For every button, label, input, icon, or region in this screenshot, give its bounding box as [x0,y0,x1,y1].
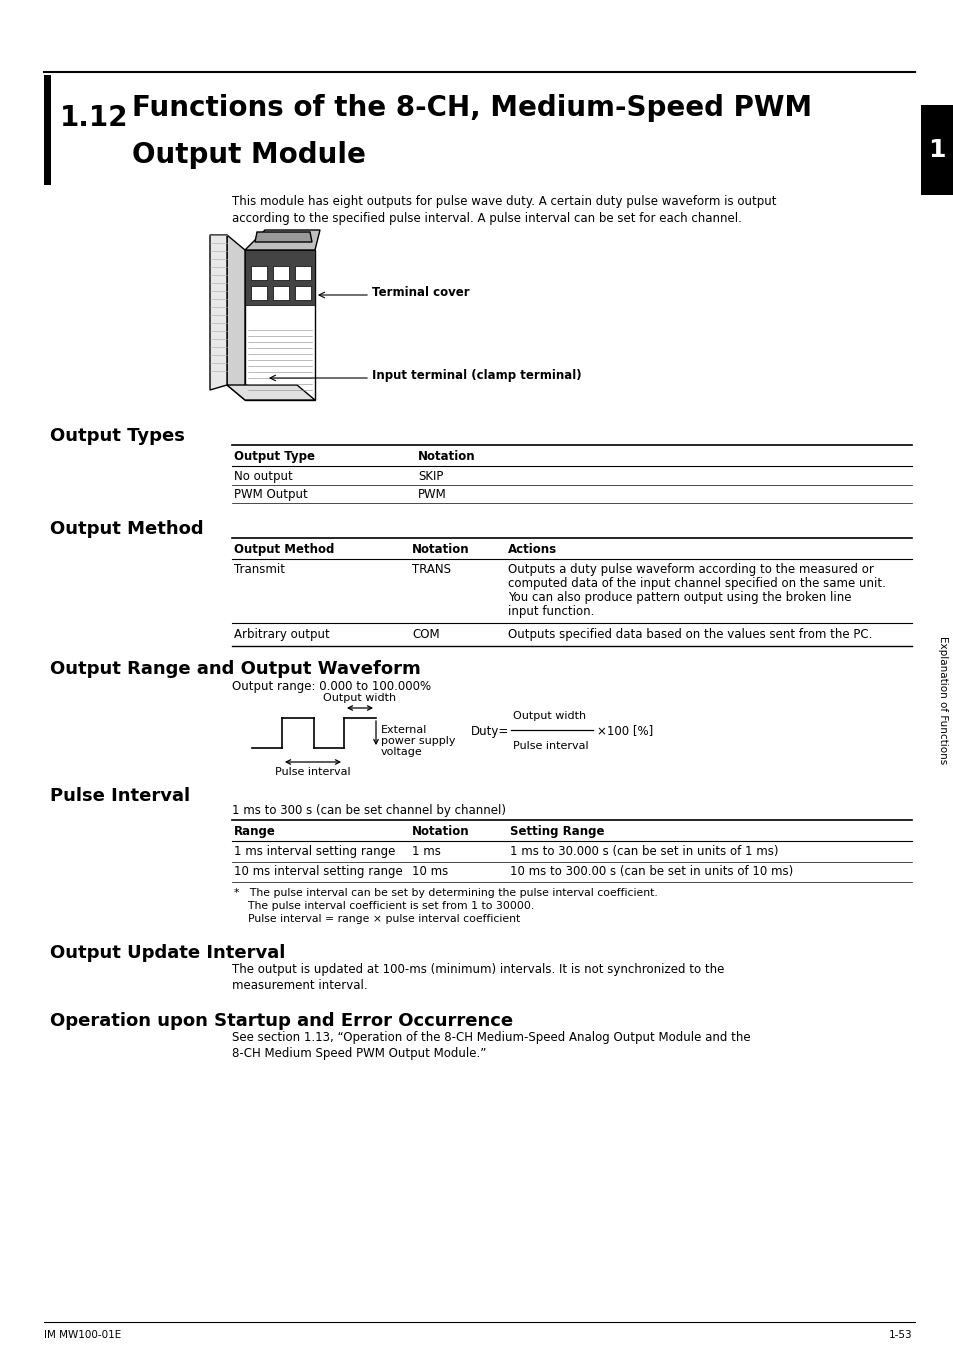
Text: 1 ms to 30.000 s (can be set in units of 1 ms): 1 ms to 30.000 s (can be set in units of… [510,845,778,859]
Polygon shape [227,385,314,400]
Text: voltage: voltage [380,747,422,757]
Text: No output: No output [233,470,293,483]
Text: Output Type: Output Type [233,450,314,463]
Text: Operation upon Startup and Error Occurrence: Operation upon Startup and Error Occurre… [50,1012,513,1030]
Text: Pulse Interval: Pulse Interval [50,787,190,805]
Text: 10 ms: 10 ms [412,865,448,878]
Text: 1 ms to 300 s (can be set channel by channel): 1 ms to 300 s (can be set channel by cha… [232,805,505,817]
Bar [273,266,289,279]
Bar [251,266,267,279]
Text: Notation: Notation [417,450,476,463]
Text: input function.: input function. [507,605,594,618]
Text: Pulse interval: Pulse interval [274,767,351,778]
Text: Duty=: Duty= [471,725,509,737]
Bar [245,250,314,400]
Text: 1 ms interval setting range: 1 ms interval setting range [233,845,395,859]
Bar [273,286,289,300]
Text: Output Types: Output Types [50,427,185,446]
Text: Outputs a duty pulse waveform according to the measured or: Outputs a duty pulse waveform according … [507,563,873,576]
Text: 1.12: 1.12 [60,104,129,132]
Text: 10 ms interval setting range: 10 ms interval setting range [233,865,402,878]
Text: Pulse interval: Pulse interval [513,741,588,751]
Text: COM: COM [412,628,439,641]
Text: External: External [380,725,427,734]
Text: 10 ms to 300.00 s (can be set in units of 10 ms): 10 ms to 300.00 s (can be set in units o… [510,865,792,878]
Text: Input terminal (clamp terminal): Input terminal (clamp terminal) [372,370,581,382]
Text: Arbitrary output: Arbitrary output [233,628,330,641]
Text: Output range: 0.000 to 100.000%: Output range: 0.000 to 100.000% [232,680,431,693]
Text: This module has eight outputs for pulse wave duty. A certain duty pulse waveform: This module has eight outputs for pulse … [232,194,776,208]
Text: PWM Output: PWM Output [233,487,308,501]
Text: Output width: Output width [513,711,585,721]
Text: See section 1.13, “Operation of the 8-CH Medium-Speed Analog Output Module and t: See section 1.13, “Operation of the 8-CH… [232,1031,750,1044]
Text: Transmit: Transmit [233,563,285,576]
Text: 1-53: 1-53 [887,1330,911,1341]
Text: 1: 1 [927,138,944,162]
Text: *   The pulse interval can be set by determining the pulse interval coefficient.: * The pulse interval can be set by deter… [233,888,657,898]
Text: 1 ms: 1 ms [412,845,440,859]
Text: IM MW100-01E: IM MW100-01E [44,1330,121,1341]
Text: Explanation of Functions: Explanation of Functions [937,636,947,764]
Bar [294,266,311,279]
Text: power supply: power supply [380,736,455,747]
Text: TRANS: TRANS [412,563,451,576]
Text: PWM: PWM [417,487,446,501]
Text: Notation: Notation [412,543,469,556]
Text: Range: Range [233,825,275,838]
Bar [920,105,953,194]
Bar [251,286,267,300]
Bar [294,286,311,300]
Polygon shape [245,230,319,250]
Polygon shape [210,235,227,390]
Text: SKIP: SKIP [417,470,443,483]
Text: Outputs specified data based on the values sent from the PC.: Outputs specified data based on the valu… [507,628,871,641]
Text: according to the specified pulse interval. A pulse interval can be set for each : according to the specified pulse interva… [232,212,741,225]
Text: computed data of the input channel specified on the same unit.: computed data of the input channel speci… [507,576,885,590]
Text: Terminal cover: Terminal cover [372,286,469,300]
Text: ×100 [%]: ×100 [%] [597,725,653,737]
Text: measurement interval.: measurement interval. [232,979,367,992]
Text: Output Method: Output Method [233,543,334,556]
Polygon shape [254,232,312,242]
Text: Setting Range: Setting Range [510,825,604,838]
Text: Pulse interval = range × pulse interval coefficient: Pulse interval = range × pulse interval … [233,914,519,923]
Text: Output Module: Output Module [132,140,366,169]
Text: 8-CH Medium Speed PWM Output Module.”: 8-CH Medium Speed PWM Output Module.” [232,1048,486,1060]
Text: You can also produce pattern output using the broken line: You can also produce pattern output usin… [507,591,851,603]
Text: Output width: Output width [323,693,396,703]
Text: Output Range and Output Waveform: Output Range and Output Waveform [50,660,420,678]
Text: Notation: Notation [412,825,469,838]
Text: Output Update Interval: Output Update Interval [50,944,285,963]
Bar [245,250,314,305]
Text: The output is updated at 100-ms (minimum) intervals. It is not synchronized to t: The output is updated at 100-ms (minimum… [232,963,723,976]
Bar [44,76,51,185]
Text: Functions of the 8-CH, Medium-Speed PWM: Functions of the 8-CH, Medium-Speed PWM [132,95,811,122]
Text: Actions: Actions [507,543,557,556]
Polygon shape [227,235,245,400]
Text: The pulse interval coefficient is set from 1 to 30000.: The pulse interval coefficient is set fr… [233,900,534,911]
Text: Output Method: Output Method [50,520,203,539]
